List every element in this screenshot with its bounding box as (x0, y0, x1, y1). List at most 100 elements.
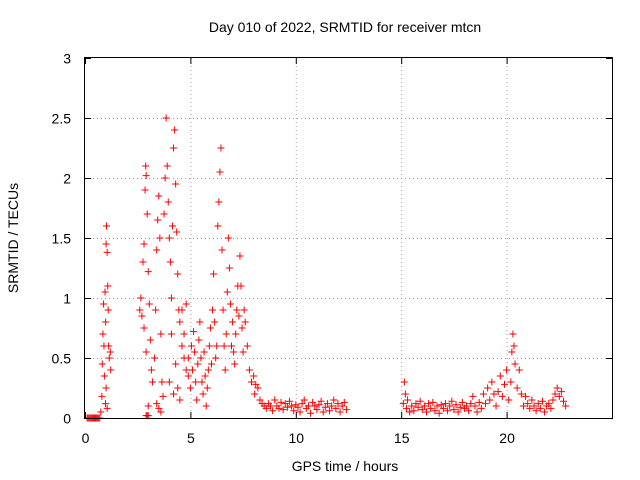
data-point (101, 288, 109, 296)
data-point (192, 378, 200, 386)
data-point (229, 318, 237, 326)
data-point (220, 342, 228, 350)
y-tick-label: 1 (63, 291, 71, 307)
data-point (517, 390, 525, 398)
data-point (159, 392, 167, 400)
x-tick-label: 0 (82, 430, 90, 446)
data-point (454, 408, 462, 416)
data-point (184, 354, 192, 362)
data-point (469, 392, 477, 400)
data-point (140, 324, 148, 332)
data-point (277, 398, 285, 406)
data-point (180, 330, 188, 338)
data-point (431, 407, 439, 415)
data-point (486, 396, 494, 404)
data-point (198, 378, 206, 386)
data-point (140, 240, 148, 248)
data-point (105, 354, 113, 362)
data-point (519, 402, 527, 410)
data-point (482, 400, 490, 408)
data-point (97, 408, 105, 416)
data-point (178, 342, 186, 350)
data-point (545, 400, 553, 408)
data-point (444, 407, 452, 415)
data-point (176, 318, 184, 326)
data-point (201, 372, 209, 380)
data-point (503, 366, 511, 374)
data-point (147, 366, 155, 374)
data-point (205, 342, 213, 350)
data-point (296, 408, 304, 416)
data-point (197, 354, 205, 362)
data-point (425, 400, 433, 408)
data-point (241, 318, 249, 326)
data-point (104, 282, 112, 290)
data-point (313, 406, 321, 414)
data-point (170, 390, 178, 398)
y-tick-label: 3 (63, 51, 71, 67)
data-point (507, 378, 515, 386)
data-point (422, 408, 430, 416)
data-point (505, 396, 513, 404)
data-point (399, 400, 407, 408)
data-point (144, 402, 152, 410)
data-point (420, 402, 428, 410)
data-point (103, 404, 111, 412)
x-tick-label: 5 (187, 430, 195, 446)
data-point (98, 392, 106, 400)
data-point (553, 384, 561, 392)
data-point (238, 324, 246, 332)
data-point (152, 306, 160, 314)
data-point (541, 408, 549, 416)
data-point (416, 397, 424, 405)
data-point (206, 324, 214, 332)
data-point (138, 312, 146, 320)
data-point (338, 402, 346, 410)
data-point (488, 378, 496, 386)
data-point (213, 342, 221, 350)
data-point (173, 228, 181, 236)
data-point (500, 380, 508, 388)
data-point (456, 403, 464, 411)
data-point (248, 378, 256, 386)
data-point (484, 384, 492, 392)
data-point (195, 336, 203, 344)
data-point (435, 409, 443, 417)
data-point (162, 114, 170, 122)
data-point (102, 240, 110, 248)
data-point (230, 348, 238, 356)
data-point (106, 348, 114, 356)
data-point (226, 300, 234, 308)
data-point (256, 396, 264, 404)
data-point (473, 408, 481, 416)
data-point (239, 348, 247, 356)
grid-lines (85, 58, 612, 418)
data-point (315, 401, 323, 409)
data-point (490, 390, 498, 398)
data-point (494, 388, 502, 396)
data-point (294, 403, 302, 411)
data-point (252, 380, 260, 388)
data-point (167, 294, 175, 302)
data-point (467, 400, 475, 408)
data-point (479, 390, 487, 398)
data-point (269, 407, 277, 415)
data-point (214, 222, 222, 230)
data-point (103, 222, 111, 230)
data-point (427, 404, 435, 412)
data-point (271, 396, 279, 404)
data-point (437, 401, 445, 409)
data-point (412, 400, 420, 408)
data-point (549, 396, 557, 404)
data-point (408, 402, 416, 410)
y-axis-label: SRMTID / TECUs (5, 183, 21, 293)
data-point (160, 210, 168, 218)
data-point (98, 360, 106, 368)
data-point (528, 396, 536, 404)
data-point (182, 366, 190, 374)
data-point (187, 342, 195, 350)
data-point (309, 398, 317, 406)
data-point (137, 294, 145, 302)
data-point (211, 318, 219, 326)
data-point (524, 400, 532, 408)
